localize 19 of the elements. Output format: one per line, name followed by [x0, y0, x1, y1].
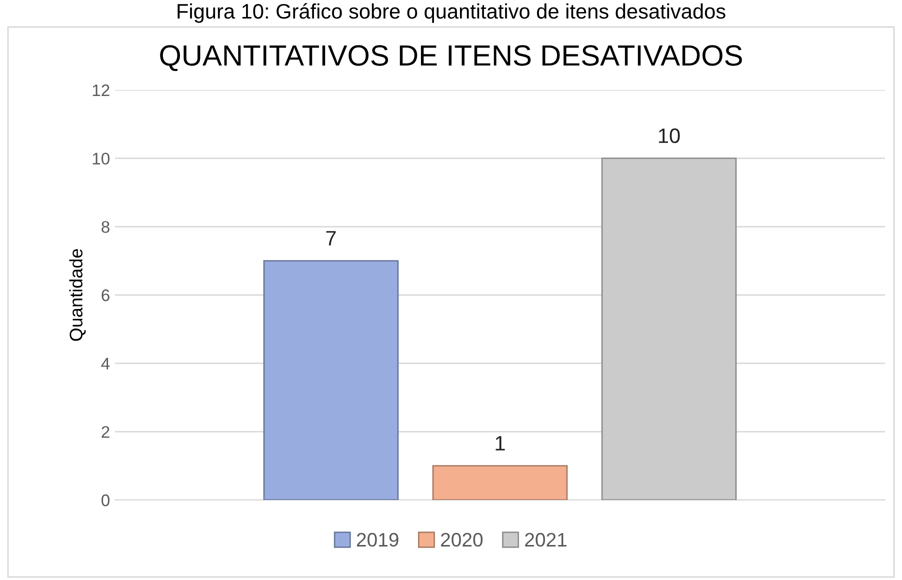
bar [432, 465, 568, 500]
data-label: 7 [326, 231, 336, 246]
y-axis-title: Quantidade [69, 249, 86, 341]
legend-label: 2019 [356, 532, 398, 547]
y-tick-label: 12 [92, 84, 110, 96]
y-tick-label: 10 [92, 152, 110, 165]
y-tick-label: 8 [102, 221, 110, 233]
y-tick-label: 4 [101, 358, 110, 370]
data-label: 10 [659, 128, 680, 144]
data-label: 1 [496, 436, 505, 450]
legend-label: 2020 [441, 532, 483, 547]
text: Figura 10: Gráfico sobre o quantitativo de itens desativados [178, 3, 726, 23]
legend-label: 2021 [525, 532, 566, 547]
bar [601, 158, 737, 500]
y-tick-label: 6 [102, 289, 110, 302]
bar [263, 260, 399, 500]
chart-title: QUANTITATIVOS DE ITENS DESATIVADOS [160, 45, 742, 72]
y-tick-label: 2 [102, 426, 110, 438]
y-tick-label: 0 [102, 494, 110, 506]
